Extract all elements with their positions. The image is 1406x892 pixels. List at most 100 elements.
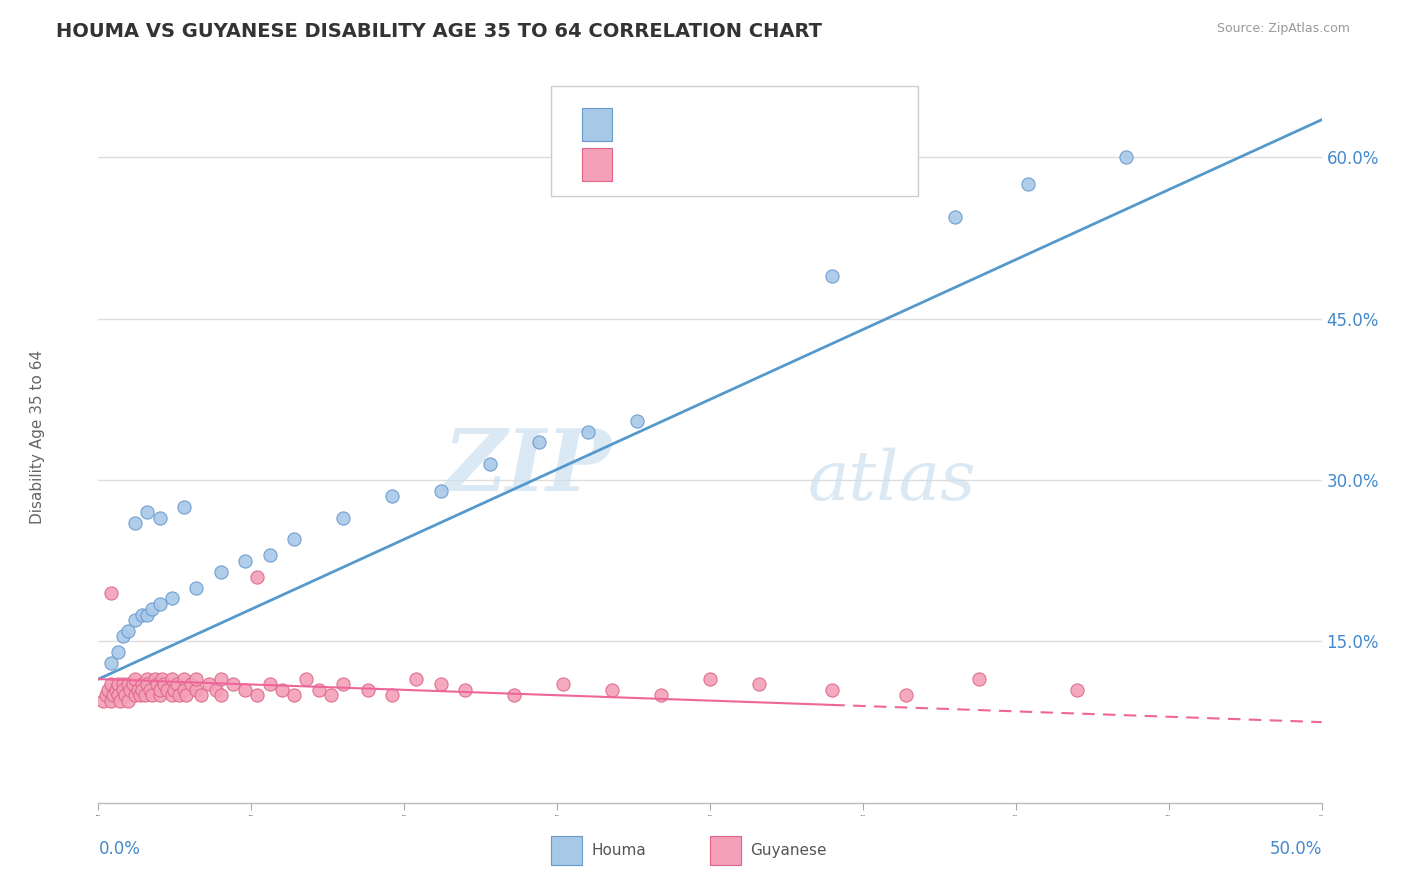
Point xyxy=(283,688,305,702)
Point xyxy=(124,688,146,702)
Bar xyxy=(710,836,741,865)
Point xyxy=(246,570,269,584)
Point xyxy=(136,672,159,686)
Point xyxy=(117,693,139,707)
Text: N = 78: N = 78 xyxy=(752,155,815,173)
Point xyxy=(149,597,172,611)
FancyBboxPatch shape xyxy=(551,86,918,195)
Point xyxy=(94,688,117,702)
Point xyxy=(121,677,143,691)
Point xyxy=(131,682,153,697)
Point xyxy=(967,672,990,686)
Point xyxy=(259,549,281,563)
Point xyxy=(100,586,122,600)
Point xyxy=(101,688,124,702)
Point xyxy=(107,677,129,691)
Point xyxy=(110,693,132,707)
Point xyxy=(100,656,122,670)
Point xyxy=(205,682,228,697)
Point xyxy=(197,677,219,691)
Point xyxy=(190,688,212,702)
Point xyxy=(821,268,844,283)
Point xyxy=(894,688,917,702)
Point xyxy=(136,505,159,519)
Point xyxy=(270,682,294,697)
Point xyxy=(454,682,477,697)
Point xyxy=(319,688,342,702)
Point xyxy=(117,624,139,638)
Point xyxy=(150,672,173,686)
Bar xyxy=(551,836,582,865)
Point xyxy=(143,672,166,686)
Text: Disability Age 35 to 64: Disability Age 35 to 64 xyxy=(30,350,45,524)
Point xyxy=(283,533,305,547)
Bar xyxy=(582,108,612,141)
Point xyxy=(134,688,156,702)
Point xyxy=(943,210,966,224)
Point xyxy=(153,677,176,691)
Point xyxy=(527,435,550,450)
Point xyxy=(600,682,623,697)
Text: ZIP: ZIP xyxy=(444,425,612,508)
Point xyxy=(124,672,146,686)
Point xyxy=(136,677,159,691)
Text: N = 30: N = 30 xyxy=(752,115,815,133)
Point xyxy=(821,682,844,697)
Point xyxy=(97,682,120,697)
Point xyxy=(186,672,208,686)
Point xyxy=(131,677,153,691)
Point xyxy=(100,677,122,691)
Point xyxy=(233,554,256,568)
Point xyxy=(222,677,245,691)
Point xyxy=(503,688,526,702)
Point xyxy=(160,591,183,606)
Point xyxy=(111,682,134,697)
Point xyxy=(131,607,153,622)
Point xyxy=(111,629,134,643)
Point xyxy=(381,489,404,503)
Point xyxy=(381,688,404,702)
Point xyxy=(430,483,453,498)
Point xyxy=(120,682,142,697)
Point xyxy=(246,688,269,702)
Text: R = -0.141: R = -0.141 xyxy=(630,155,720,173)
Point xyxy=(295,672,318,686)
Point xyxy=(149,682,172,697)
Point xyxy=(107,688,129,702)
Text: Houma: Houma xyxy=(592,843,647,858)
Point xyxy=(114,688,136,702)
Point xyxy=(91,693,114,707)
Point xyxy=(141,688,163,702)
Point xyxy=(209,688,232,702)
Point xyxy=(160,672,183,686)
Point xyxy=(129,688,152,702)
Text: 50.0%: 50.0% xyxy=(1270,840,1322,858)
Point xyxy=(160,688,183,702)
Point xyxy=(308,682,330,697)
Point xyxy=(209,672,232,686)
Point xyxy=(553,677,575,691)
Point xyxy=(332,677,354,691)
Point xyxy=(332,510,354,524)
Point xyxy=(626,414,648,428)
Point xyxy=(124,613,146,627)
Bar xyxy=(582,148,612,181)
Point xyxy=(176,688,198,702)
Point xyxy=(139,682,162,697)
Point xyxy=(1066,682,1088,697)
Point xyxy=(209,565,232,579)
Text: atlas: atlas xyxy=(808,448,976,515)
Point xyxy=(127,682,149,697)
Point xyxy=(259,677,281,691)
Point xyxy=(1017,178,1039,192)
Point xyxy=(748,677,770,691)
Point xyxy=(111,677,134,691)
Text: R = 0.824: R = 0.824 xyxy=(630,115,714,133)
Point xyxy=(107,645,129,659)
Point xyxy=(100,693,122,707)
Text: 0.0%: 0.0% xyxy=(98,840,141,858)
Text: Source: ZipAtlas.com: Source: ZipAtlas.com xyxy=(1216,22,1350,36)
Point xyxy=(173,672,195,686)
Point xyxy=(149,688,172,702)
Point xyxy=(699,672,721,686)
